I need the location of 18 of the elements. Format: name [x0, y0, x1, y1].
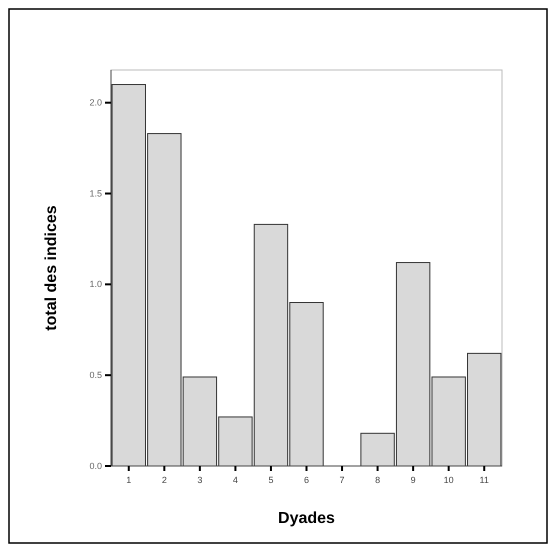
x-tick-label: 4: [232, 475, 238, 485]
x-tick-label: 1: [126, 475, 132, 485]
x-tick-label: 10: [444, 475, 454, 485]
y-tick-label: 0.0: [89, 460, 102, 471]
y-tick-label: 2.0: [89, 98, 102, 108]
y-axis-title: total des indices: [43, 205, 60, 331]
y-tick-label: 1.0: [89, 279, 102, 290]
y-tick-label: 0.5: [89, 370, 102, 380]
x-tick-label: 8: [375, 475, 380, 485]
x-tick-label: 6: [304, 475, 310, 485]
x-tick-label: 11: [480, 475, 489, 485]
x-axis-title: Dyades: [278, 510, 336, 527]
x-tick-label: 3: [197, 475, 202, 485]
y-tick-label: 1.5: [89, 188, 102, 198]
x-tick-label: 7: [340, 475, 345, 485]
x-tick-label: 9: [410, 475, 416, 485]
x-tick-label: 5: [268, 475, 274, 485]
x-tick-label: 2: [162, 475, 167, 485]
